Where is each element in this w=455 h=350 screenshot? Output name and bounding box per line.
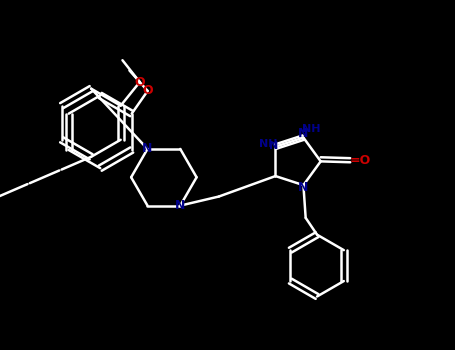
Text: N: N <box>298 181 308 194</box>
Text: NH: NH <box>302 124 321 134</box>
Text: O: O <box>142 84 153 97</box>
Text: N: N <box>142 142 153 155</box>
Text: N: N <box>268 141 278 151</box>
Text: NH: NH <box>259 139 278 149</box>
Text: =O: =O <box>349 154 371 167</box>
Text: N: N <box>298 127 308 140</box>
Text: O: O <box>134 76 145 89</box>
Text: N: N <box>175 199 186 212</box>
